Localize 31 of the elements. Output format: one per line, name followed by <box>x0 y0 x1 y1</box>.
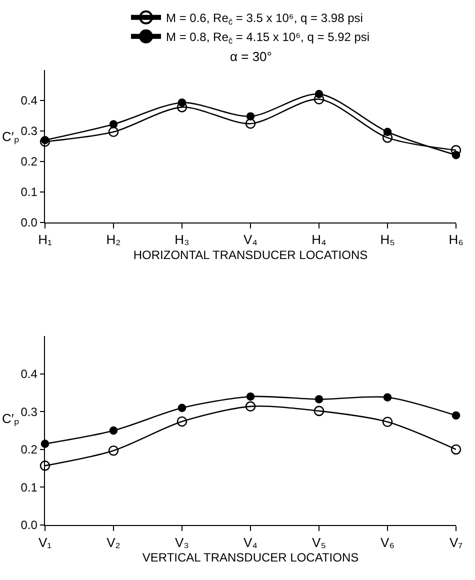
x-axis-title: VERTICAL TRANSDUCER LOCATIONS <box>142 550 359 565</box>
y-tick-label: 0.4 <box>20 94 38 108</box>
legend-label: M = 0.6, Re$_{c̄}$ = 3.5 x 10⁶, q = 3.98 psi <box>166 11 363 27</box>
y-tick-label: 0.4 <box>20 367 38 382</box>
chart-title: α = 30° <box>230 49 272 64</box>
y-tick-label: 0.2 <box>20 442 38 457</box>
x-tick-label: V₇ <box>449 534 464 550</box>
x-tick-label: V₆ <box>380 534 394 550</box>
x-axis-title: HORIZONTAL TRANSDUCER LOCATIONS <box>133 248 368 262</box>
x-tick-label: H₁ <box>38 232 52 248</box>
y-tick-label: 0.1 <box>20 185 38 200</box>
x-tick-label: H₃ <box>174 232 190 248</box>
x-tick-label: H₅ <box>380 232 395 248</box>
x-tick-label: H₂ <box>106 232 121 248</box>
y-tick-label: 0.3 <box>20 404 38 419</box>
y-axis-title: C′ₚ <box>2 129 19 145</box>
y-tick-label: 0.3 <box>20 124 38 138</box>
y-tick-label: 0.1 <box>20 480 38 494</box>
x-tick-label: V₄ <box>244 534 258 550</box>
y-tick-label: 0.2 <box>20 154 38 169</box>
x-tick-label: V₅ <box>312 534 326 550</box>
x-tick-label: V₄ <box>244 232 258 248</box>
y-tick-label: 0.0 <box>20 216 38 230</box>
legend-label: M = 0.8, Re$_{c̄}$ = 4.15 x 10⁶, q = 5.92 psi <box>166 30 370 46</box>
y-axis-title: C′ₚ <box>2 411 19 427</box>
x-tick-label: V₃ <box>175 534 189 550</box>
y-tick-label: 0.0 <box>20 518 38 532</box>
x-tick-label: H₆ <box>448 232 464 248</box>
x-tick-label: H₄ <box>312 232 326 248</box>
x-tick-label: V₁ <box>38 534 52 550</box>
x-tick-label: V₂ <box>106 534 120 550</box>
